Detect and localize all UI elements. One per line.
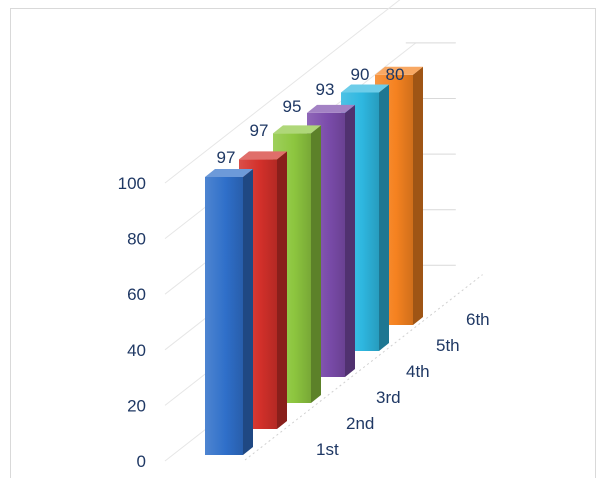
y-tick-label-80: 80: [127, 230, 146, 249]
y-tick-label-60: 60: [127, 285, 146, 304]
data-label-3: 95: [283, 97, 302, 116]
bar-side: [277, 151, 287, 429]
y-tick-label-20: 20: [127, 396, 146, 415]
gridline-100: [164, 0, 401, 184]
bar-side: [413, 66, 423, 326]
category-label-2nd: 2nd: [346, 414, 374, 433]
data-label-6: 80: [386, 65, 405, 84]
bar-top: [273, 125, 321, 134]
data-label-2: 97: [250, 121, 269, 140]
y-tick-label-0: 0: [137, 452, 146, 471]
data-label-5: 90: [351, 65, 370, 84]
floor-edge: [244, 274, 483, 461]
data-label-4: 93: [316, 80, 335, 99]
bar-side: [243, 169, 253, 455]
bar-top: [375, 66, 423, 75]
category-label-1st: 1st: [316, 440, 339, 459]
category-label-5th: 5th: [436, 336, 460, 355]
data-label-1: 97: [217, 148, 236, 167]
chart-floor: [244, 274, 483, 461]
data-labels: 97 97 95 93 90 80: [217, 65, 405, 167]
y-axis-ticks: 0 20 40 60 80 100: [118, 174, 146, 471]
bars: [205, 66, 423, 455]
bar-side: [379, 84, 389, 352]
bar-front: [205, 177, 243, 455]
category-label-3rd: 3rd: [376, 388, 401, 407]
bar-top: [205, 169, 253, 177]
bar-1st: [205, 169, 253, 455]
category-label-4th: 4th: [406, 362, 430, 381]
y-tick-label-40: 40: [127, 341, 146, 360]
bar-top: [307, 104, 355, 113]
bar-top: [341, 84, 389, 93]
y-tick-label-100: 100: [118, 174, 146, 193]
bar-top: [239, 151, 287, 160]
bar-side: [345, 104, 355, 378]
bar-side: [311, 125, 321, 403]
category-label-6th: 6th: [466, 310, 490, 329]
